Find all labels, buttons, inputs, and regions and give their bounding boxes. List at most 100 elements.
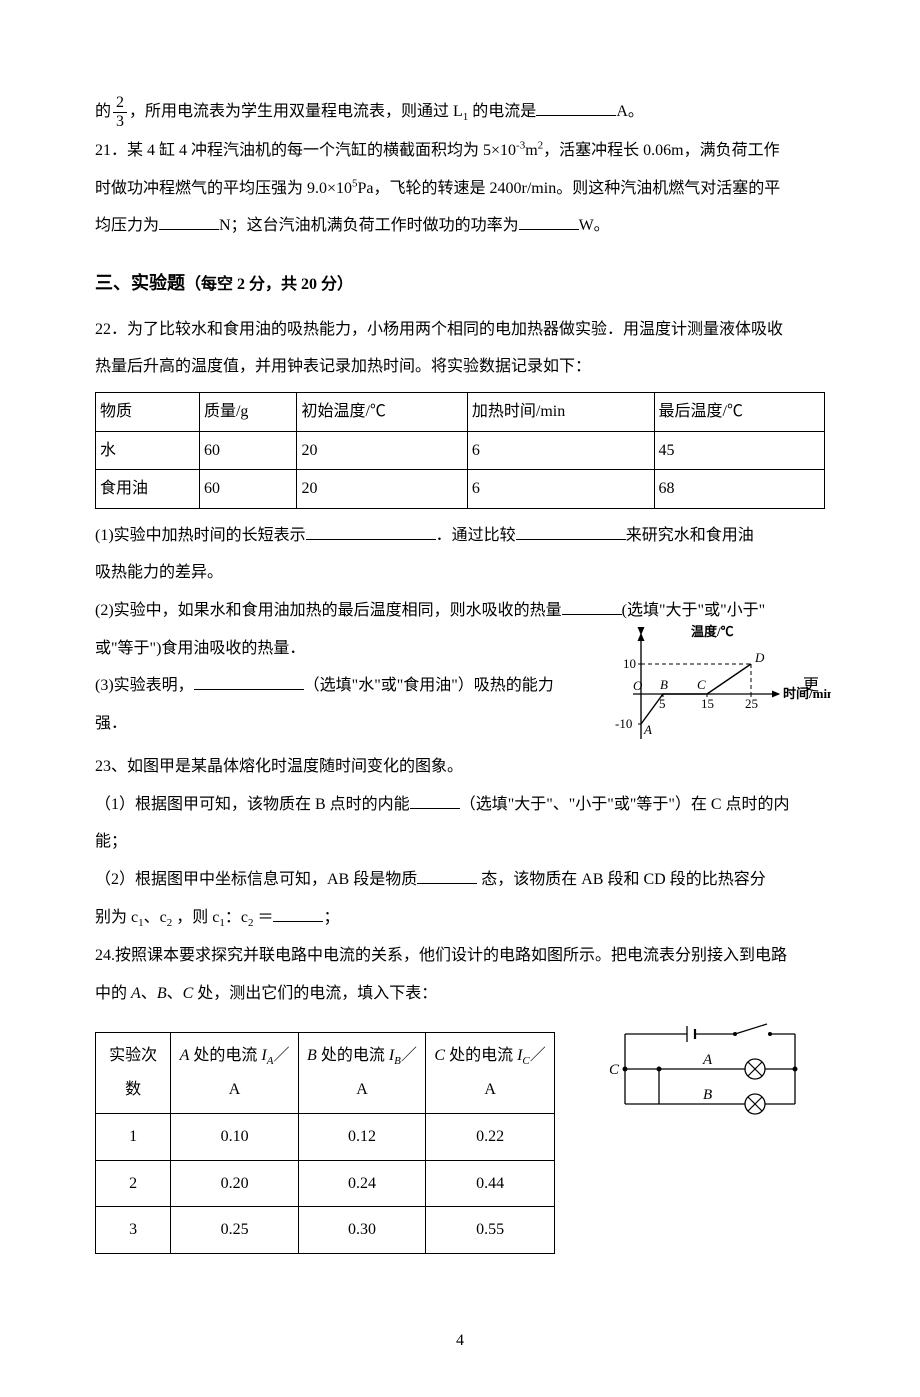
q21-1b: m <box>525 142 537 159</box>
blank <box>536 115 616 116</box>
q22-sub1-line2: 吸热能力的差异。 <box>95 556 825 590</box>
table-row: 2 0.20 0.24 0.44 <box>96 1160 555 1207</box>
t: 来研究水和食用油 <box>626 527 754 544</box>
q21-line3: 均压力为N；这台汽油机满负荷工作时做功的功率为W。 <box>95 209 825 243</box>
td: 食用油 <box>96 470 200 509</box>
th: 加热时间/min <box>467 392 654 431</box>
blank <box>194 689 304 690</box>
ptD: D <box>754 650 765 665</box>
page-number: 4 <box>95 1324 825 1358</box>
ptB: B <box>660 677 668 692</box>
th: C 处的电流 IC／A <box>426 1033 555 1114</box>
table-row: 物质 质量/g 初始温度/℃ 加热时间/min 最后温度/℃ <box>96 392 825 431</box>
td: 3 <box>96 1207 171 1254</box>
t: （选填"水"或"食用油"）吸热的能力 <box>304 677 554 694</box>
td: 60 <box>199 470 296 509</box>
q20-unit: A。 <box>616 103 644 120</box>
t: ＝ <box>253 909 273 926</box>
q20-suffix: 的电流是 <box>468 103 536 120</box>
td: 0.25 <box>171 1207 298 1254</box>
th: 初始温度/℃ <box>297 392 467 431</box>
blank <box>306 539 436 540</box>
q23-p3-line1: （2）根据图甲中坐标信息可知，AB 段是物质 态，该物质在 AB 段和 CD 段… <box>95 863 825 897</box>
q21-2a: 时做功冲程燃气的平均压强为 9.0×10 <box>95 180 352 197</box>
q23-p3-line2: 别为 c1、c2 ，则 c1：c2 ＝； <box>95 901 825 935</box>
blank <box>417 883 477 884</box>
table-row: 水 60 20 6 45 <box>96 431 825 470</box>
q20-body: ，所用电流表为学生用双量程电流表，则通过 L <box>129 103 463 120</box>
melting-curve-chart: 温度/℃ 时间/min 10 -10 O 5 15 25 A B C D <box>601 624 831 754</box>
q23-p2-line1: （1）根据图甲可知，该物质在 B 点时的内能（选填"大于"、"小于"或"等于"）… <box>95 788 825 822</box>
t: ； <box>323 909 339 926</box>
td: 68 <box>654 470 824 509</box>
blank <box>273 921 323 922</box>
blank <box>516 539 626 540</box>
td: 6 <box>467 431 654 470</box>
t: （2）根据图甲中坐标信息可知，AB 段是物质 <box>95 871 417 888</box>
xt: 15 <box>701 696 714 711</box>
td: 0.12 <box>298 1114 425 1161</box>
t: (1)实验中加热时间的长短表示 <box>95 527 306 544</box>
q20-text: 的23，所用电流表为学生用双量程电流表，则通过 L1 的电流是A。 <box>95 94 825 130</box>
section-3-title: 三、实验题（每空 2 分，共 20 分） <box>95 265 825 303</box>
lblA: A <box>702 1052 713 1068</box>
t: 别为 c <box>95 909 138 926</box>
td: 1 <box>96 1114 171 1161</box>
t: ：c <box>225 909 248 926</box>
t: 、 <box>141 985 157 1002</box>
th: 实验次数 <box>96 1033 171 1114</box>
q22-table: 物质 质量/g 初始温度/℃ 加热时间/min 最后温度/℃ 水 60 20 6… <box>95 392 825 509</box>
q24-p2: 中的 A、B、C 处，测出它们的电流，填入下表： <box>95 977 825 1011</box>
q24-p1: 24.按照课本要求探究并联电路中电流的关系，他们设计的电路如图所示。把电流表分别… <box>95 939 825 973</box>
td: 2 <box>96 1160 171 1207</box>
ylabel: 温度/℃ <box>691 624 734 639</box>
t: 、 <box>167 985 183 1002</box>
th: B 处的电流 IB／A <box>298 1033 425 1114</box>
blank <box>562 614 622 615</box>
t: B <box>157 985 167 1002</box>
blank <box>410 808 460 809</box>
th: 质量/g <box>199 392 296 431</box>
t: (2)实验中，如果水和食用油加热的最后温度相同，则水吸收的热量 <box>95 602 562 619</box>
q23-p1: 23、如图甲是某晶体熔化时温度随时间变化的图象。 <box>95 750 825 784</box>
q22-sub2-line1: (2)实验中，如果水和食用油加热的最后温度相同，则水吸收的热量(选填"大于"或"… <box>95 594 825 628</box>
q21-line2: 时做功冲程燃气的平均压强为 9.0×105Pa，飞轮的转速是 2400r/min… <box>95 172 825 206</box>
td: 20 <box>297 470 467 509</box>
q21-sup1: -3 <box>516 140 525 152</box>
sec3-score: （每空 2 分，共 20 分） <box>185 276 353 293</box>
sec3-title: 三、实验题 <box>95 273 185 293</box>
td: 45 <box>654 431 824 470</box>
q21-1c: ，活塞冲程长 0.06m，满负荷工作 <box>543 142 779 159</box>
q21-2b: Pa，飞轮的转速是 2400r/min。则这种汽油机燃气对活塞的平 <box>358 180 781 197</box>
td: 0.22 <box>426 1114 555 1161</box>
lblC: C <box>609 1062 620 1078</box>
frac-num: 2 <box>113 94 127 113</box>
table-row: 3 0.25 0.30 0.55 <box>96 1207 555 1254</box>
td: 0.10 <box>171 1114 298 1161</box>
xlabel: 时间/min <box>783 686 831 701</box>
q21-line1: 21．某 4 缸 4 冲程汽油机的每一个汽缸的横截面积均为 5×10-3m2，活… <box>95 134 825 168</box>
lblB: B <box>703 1087 712 1103</box>
q22-p2: 热量后升高的温度值，并用钟表记录加热时间。将实验数据记录如下： <box>95 350 825 384</box>
th: A 处的电流 IA／A <box>171 1033 298 1114</box>
td: 0.30 <box>298 1207 425 1254</box>
ptC: C <box>697 677 706 692</box>
t: C <box>183 985 194 1002</box>
t: 态，该物质在 AB 段和 CD 段的比热容分 <box>477 871 765 888</box>
q21-3a: 均压力为 <box>95 217 159 234</box>
t: 处，测出它们的电流，填入下表： <box>193 985 437 1002</box>
xt: 5 <box>659 696 666 711</box>
t: (3)实验表明， <box>95 677 194 694</box>
table-row: 实验次数 A 处的电流 IA／A B 处的电流 IB／A C 处的电流 IC／A <box>96 1033 555 1114</box>
td: 6 <box>467 470 654 509</box>
O: O <box>633 678 643 693</box>
blank <box>159 229 219 230</box>
td: 20 <box>297 431 467 470</box>
fraction-2-3: 23 <box>113 94 127 130</box>
frac-den: 3 <box>113 113 127 131</box>
xt: 25 <box>745 696 758 711</box>
blank <box>519 229 579 230</box>
th: 最后温度/℃ <box>654 392 824 431</box>
t: A <box>131 985 141 1002</box>
table-row: 食用油 60 20 6 68 <box>96 470 825 509</box>
